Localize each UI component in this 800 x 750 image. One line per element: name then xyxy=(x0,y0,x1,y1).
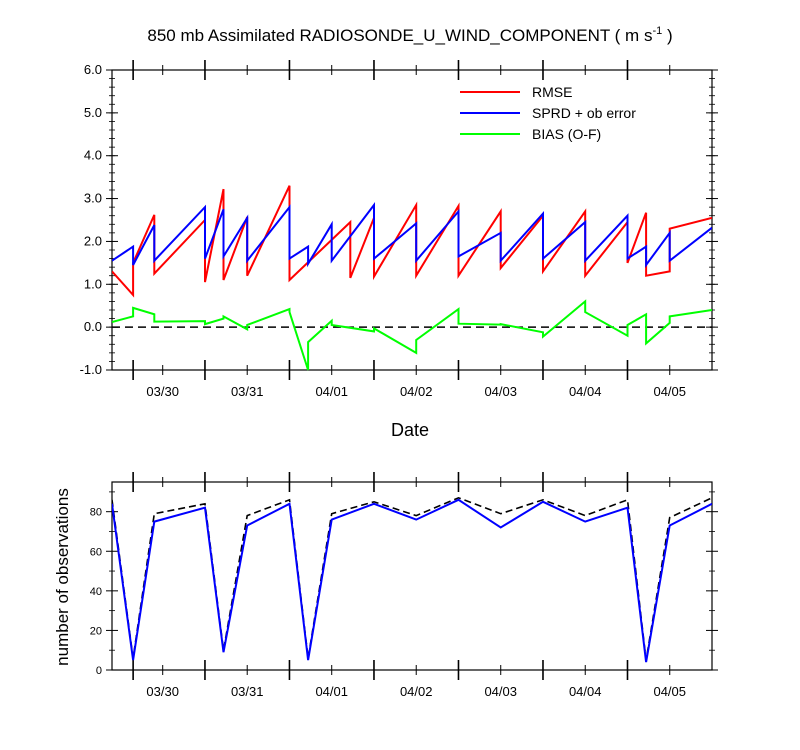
top-ytick-label: 6.0 xyxy=(84,62,102,77)
bottom-series-nobs_used xyxy=(112,498,712,663)
top-ytick-label: 5.0 xyxy=(84,105,102,120)
top-plot-frame xyxy=(111,69,713,371)
legend-label-rmse: RMSE xyxy=(532,84,572,100)
top-series-sprd xyxy=(112,202,712,269)
bottom-xtick-label: 04/05 xyxy=(653,684,686,699)
top-ytick-label: 3.0 xyxy=(84,191,102,206)
bottom-xtick-label: 03/31 xyxy=(231,684,264,699)
bottom-ytick-label: 0 xyxy=(96,665,102,677)
top-series-rmse xyxy=(112,185,712,298)
bottom-ytick-label: 20 xyxy=(90,625,102,637)
bottom-ytick-label: 60 xyxy=(90,546,102,558)
top-chart: Date RMSE SPRD + ob error BIAS (O-F) -1.… xyxy=(80,60,718,440)
top-series-bias xyxy=(112,299,712,371)
top-xtick-label: 03/31 xyxy=(231,384,264,399)
bottom-plot-frame xyxy=(111,481,713,671)
top-xtick-label: 04/02 xyxy=(400,384,433,399)
legend: RMSE SPRD + ob error BIAS (O-F) xyxy=(460,84,636,142)
top-xtick-label: 03/30 xyxy=(146,384,179,399)
top-ytick-label: -1.0 xyxy=(80,362,102,377)
bottom-chart: number of observations 0 20 40 60 80 03/30 03/… xyxy=(53,472,718,699)
bottom-xtick-label: 03/30 xyxy=(146,684,179,699)
top-ytick-label: 1.0 xyxy=(84,276,102,291)
top-ytick-label: 4.0 xyxy=(84,148,102,163)
top-xtick-label: 04/04 xyxy=(569,384,602,399)
top-xtick-label: 04/05 xyxy=(653,384,686,399)
legend-label-bias: BIAS (O-F) xyxy=(532,126,601,142)
bottom-xtick-label: 04/01 xyxy=(315,684,348,699)
bottom-xtick-label: 04/02 xyxy=(400,684,433,699)
bottom-ytick-label: 80 xyxy=(90,507,102,519)
top-xtick-label: 04/03 xyxy=(484,384,517,399)
top-ytick-label: 0.0 xyxy=(84,319,102,334)
top-x-axis-label: Date xyxy=(391,420,429,440)
bottom-ytick-label: 40 xyxy=(90,586,102,598)
top-ytick-label: 2.0 xyxy=(84,233,102,248)
bottom-xtick-label: 04/04 xyxy=(569,684,602,699)
bottom-xtick-label: 04/03 xyxy=(484,684,517,699)
legend-label-sprd: SPRD + ob error xyxy=(532,105,636,121)
chart-title: 850 mb Assimilated RADIOSONDE_U_WIND_COM… xyxy=(147,25,672,45)
bottom-y-axis-label: number of observations xyxy=(53,488,72,666)
bottom-series-nobs_total xyxy=(112,496,712,661)
top-xtick-label: 04/01 xyxy=(315,384,348,399)
